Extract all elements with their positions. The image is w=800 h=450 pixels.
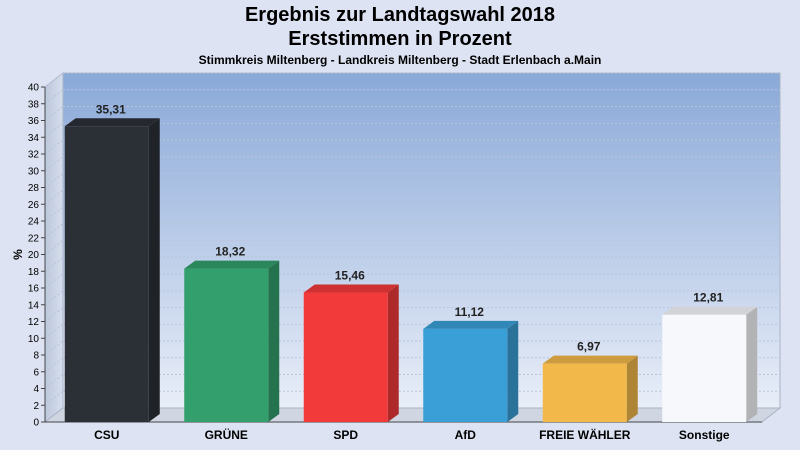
y-tick-label: 0 (33, 418, 39, 429)
plot-side-wall (44, 71, 64, 424)
bar-top (303, 284, 399, 293)
y-tick-label: 32 (28, 150, 40, 161)
bar-side (387, 284, 399, 422)
chart-title: Ergebnis zur Landtagswahl 2018 (244, 4, 556, 26)
y-tick-label: 26 (28, 200, 40, 211)
bar-grüne (184, 260, 280, 422)
bar-csu (64, 118, 160, 422)
y-tick-label: 12 (28, 317, 40, 328)
x-category-label: FREIE WÄHLER (539, 427, 631, 442)
bar-afd (423, 320, 519, 422)
y-tick-label: 4 (33, 384, 39, 395)
bar-side (507, 320, 519, 422)
bar-value-label: 11,12 (455, 305, 485, 319)
y-tick-label: 8 (33, 351, 39, 362)
y-tick-label: 28 (28, 183, 40, 194)
bar-freie-wähler (542, 355, 638, 422)
bar-side (626, 355, 638, 422)
bar-top (64, 118, 160, 127)
bar-top (542, 355, 638, 364)
y-tick-label: 40 (28, 83, 40, 94)
bar-front (64, 126, 149, 422)
bar-front (184, 268, 269, 422)
bar-top (662, 306, 758, 315)
bar-front (303, 292, 388, 422)
bar-side (148, 118, 160, 422)
bar-side (268, 260, 280, 422)
bar-front (662, 314, 747, 422)
y-tick-label: 14 (28, 300, 40, 311)
bar-value-label: 18,32 (215, 245, 245, 259)
y-tick-label: 2 (33, 401, 39, 412)
bar-front (423, 328, 508, 422)
bar-top (184, 260, 280, 269)
y-tick-label: 22 (28, 233, 40, 244)
y-tick-label: 38 (28, 99, 40, 110)
bar-value-label: 6,97 (577, 340, 601, 354)
bar-value-label: 12,81 (693, 291, 723, 305)
chart-title-line-2: Erststimmen in Prozent (288, 28, 512, 50)
y-tick-label: 24 (28, 217, 40, 228)
x-category-label: Sonstige (679, 428, 730, 442)
bar-value-label: 15,46 (335, 269, 365, 283)
y-tick-label: 20 (28, 250, 40, 261)
y-tick-label: 6 (33, 367, 39, 378)
bar-top (423, 320, 519, 329)
y-tick-label: 34 (28, 133, 40, 144)
y-tick-label: 10 (28, 334, 40, 345)
chart-subtitle: Stimmkreis Miltenberg - Landkreis Milten… (198, 53, 602, 67)
x-category-label: CSU (94, 428, 119, 442)
bar-sonstige (662, 306, 758, 422)
bar-side (746, 306, 758, 422)
x-category-label: GRÜNE (205, 427, 248, 442)
x-category-label: SPD (333, 428, 358, 442)
y-tick-label: 30 (28, 166, 40, 177)
bar-front (542, 363, 627, 422)
x-category-label: AfD (455, 428, 477, 442)
y-tick-label: 16 (28, 284, 40, 295)
y-axis-label: % (11, 249, 25, 260)
bar-value-label: 35,31 (96, 102, 126, 116)
bar-spd (303, 284, 399, 422)
y-tick-label: 18 (28, 267, 40, 278)
y-tick-label: 36 (28, 116, 40, 127)
